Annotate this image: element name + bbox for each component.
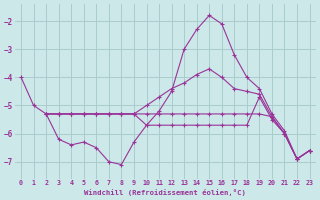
- X-axis label: Windchill (Refroidissement éolien,°C): Windchill (Refroidissement éolien,°C): [84, 189, 246, 196]
